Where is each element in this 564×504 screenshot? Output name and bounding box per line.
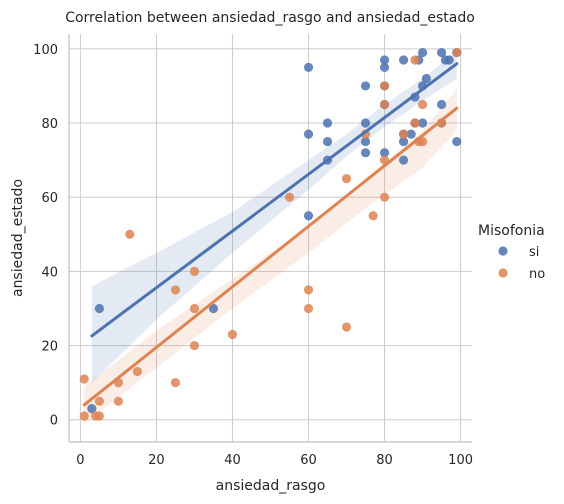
data-point-no	[132, 366, 143, 377]
data-point-no	[417, 99, 428, 110]
data-point-si	[303, 62, 314, 72]
y-tick-label: 0	[50, 414, 58, 429]
data-point-no	[170, 378, 181, 388]
data-point-si	[303, 211, 314, 221]
data-point-si	[208, 303, 219, 314]
legend-label-no: no	[529, 267, 545, 282]
data-point-si	[452, 136, 462, 147]
data-point-no	[189, 303, 200, 314]
data-point-no	[379, 99, 390, 110]
data-point-no	[189, 266, 200, 276]
y-tick-label: 100	[33, 43, 58, 58]
y-tick-label: 60	[41, 191, 58, 206]
legend-label-si: si	[529, 245, 539, 260]
data-point-no	[125, 229, 135, 239]
axes	[68, 34, 472, 443]
data-point-no	[79, 374, 89, 384]
data-point-no	[284, 192, 295, 202]
confidence-band-si	[91, 50, 457, 383]
x-tick-label: 80	[376, 453, 393, 468]
y-tick-label: 40	[41, 265, 58, 280]
data-point-si	[398, 55, 409, 65]
data-point-no	[379, 192, 390, 202]
x-axis-label: ansiedad_rasgo	[216, 478, 326, 494]
x-tick-label: 100	[448, 453, 473, 468]
data-point-si	[398, 136, 409, 147]
data-point-no	[94, 396, 105, 406]
x-tick-label: 0	[76, 453, 84, 468]
gridlines	[69, 34, 472, 442]
data-point-si	[379, 55, 390, 65]
data-point-si	[436, 99, 447, 110]
y-axis-label: ansiedad_estado	[10, 179, 26, 297]
data-point-no	[452, 47, 462, 58]
legend-title: Misofonia	[478, 223, 545, 239]
data-point-si	[436, 47, 447, 58]
data-point-si	[322, 136, 333, 147]
data-point-no	[398, 129, 409, 139]
data-point-no	[303, 303, 314, 314]
data-point-si	[94, 303, 105, 314]
chart-title: Correlation between ansiedad_rasgo and a…	[65, 10, 475, 26]
x-tick-label: 20	[148, 453, 165, 468]
data-point-si	[87, 404, 97, 414]
data-point-no	[79, 411, 89, 421]
data-point-si	[417, 47, 428, 58]
data-point-no	[341, 174, 352, 184]
data-point-no	[227, 329, 238, 340]
x-tick-label: 60	[300, 453, 317, 468]
legend: Misofonia si no	[478, 223, 545, 282]
data-point-si	[379, 62, 390, 72]
data-point-si	[406, 129, 416, 139]
data-point-si	[360, 81, 371, 91]
x-tick-labels: 0 20 40 60 80 100	[76, 453, 473, 468]
regression-lines	[82, 62, 459, 407]
data-point-si	[360, 136, 371, 147]
data-point-no	[410, 118, 420, 128]
scatter-points	[79, 47, 462, 421]
y-tick-label: 20	[41, 340, 58, 355]
data-point-si	[360, 148, 371, 158]
y-tick-label: 80	[41, 117, 58, 132]
data-point-no	[417, 136, 428, 147]
data-point-no	[410, 55, 420, 65]
data-point-si	[360, 118, 371, 128]
data-point-no	[94, 411, 105, 421]
data-point-no	[341, 322, 352, 332]
y-tick-labels: 0 20 40 60 80 100	[33, 43, 58, 429]
data-point-si	[417, 118, 428, 128]
data-point-no	[113, 396, 124, 406]
data-point-si	[444, 55, 454, 65]
regression-line-no	[82, 106, 459, 407]
x-tick-label: 40	[224, 453, 241, 468]
data-point-si	[322, 118, 333, 128]
data-point-no	[303, 285, 314, 295]
regression-line-si	[90, 62, 459, 338]
data-point-no	[368, 211, 378, 221]
data-point-si	[421, 73, 431, 84]
legend-marker-no	[498, 268, 508, 278]
data-point-si	[398, 155, 409, 165]
data-point-no	[189, 340, 200, 351]
legend-marker-si	[498, 246, 508, 256]
data-point-si	[379, 148, 390, 158]
data-point-no	[379, 81, 390, 91]
data-point-si	[303, 129, 314, 139]
data-point-no	[170, 285, 181, 295]
